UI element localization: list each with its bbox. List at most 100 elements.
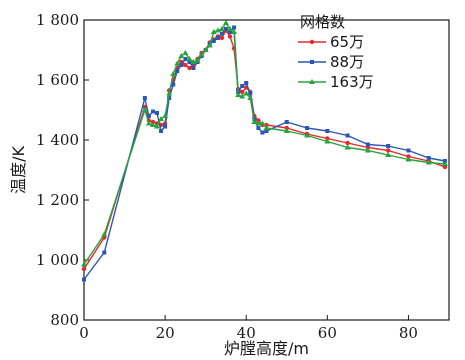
data-point bbox=[171, 82, 176, 87]
y-tick-label: 1 200 bbox=[36, 191, 79, 209]
data-point bbox=[425, 159, 432, 165]
data-point bbox=[166, 90, 173, 96]
data-point bbox=[149, 122, 156, 127]
data-point bbox=[324, 138, 331, 144]
data-point bbox=[162, 113, 169, 118]
data-point bbox=[264, 129, 269, 133]
data-point bbox=[259, 120, 266, 126]
legend-item: 163万 bbox=[298, 73, 374, 91]
y-tick-label: 1 800 bbox=[36, 11, 79, 29]
plot-area bbox=[83, 19, 450, 321]
data-point bbox=[219, 31, 224, 36]
data-point bbox=[175, 69, 180, 73]
data-point bbox=[187, 60, 192, 64]
data-point bbox=[206, 42, 213, 48]
data-point bbox=[223, 27, 228, 31]
data-point bbox=[283, 128, 290, 133]
data-point bbox=[183, 62, 188, 68]
data-point bbox=[101, 231, 108, 237]
data-point bbox=[232, 25, 237, 30]
data-point bbox=[150, 109, 155, 114]
data-point bbox=[186, 56, 193, 61]
data-point bbox=[159, 129, 164, 133]
data-point bbox=[256, 126, 261, 130]
data-point bbox=[263, 125, 270, 130]
data-point bbox=[386, 144, 391, 148]
y-axis-title: 温度/K bbox=[9, 146, 28, 194]
data-point bbox=[385, 152, 392, 157]
legend-title: 网格数 bbox=[300, 13, 345, 31]
data-point bbox=[235, 92, 242, 97]
data-point bbox=[182, 50, 189, 55]
data-point bbox=[222, 20, 229, 25]
data-point bbox=[187, 65, 192, 71]
data-point bbox=[178, 53, 185, 58]
x-tick-label: 60 bbox=[318, 324, 337, 342]
data-point bbox=[183, 57, 188, 61]
data-point bbox=[158, 116, 165, 121]
data-point bbox=[81, 261, 87, 267]
data-point bbox=[304, 132, 311, 138]
data-point bbox=[325, 136, 330, 141]
data-point bbox=[385, 148, 391, 153]
data-point bbox=[365, 142, 370, 147]
data-point bbox=[406, 148, 411, 153]
data-point bbox=[255, 120, 262, 126]
data-point bbox=[179, 63, 184, 67]
data-point bbox=[227, 34, 233, 39]
y-tick-label: 1 400 bbox=[36, 131, 79, 149]
data-point bbox=[210, 29, 217, 34]
legend-item: 88万 bbox=[298, 53, 364, 71]
data-point bbox=[190, 59, 197, 64]
legend: 网格数 65万 88万 163万 bbox=[298, 13, 374, 91]
data-point bbox=[198, 51, 205, 57]
x-tick-label: 40 bbox=[237, 324, 256, 342]
data-point bbox=[309, 79, 315, 84]
data-point bbox=[441, 161, 448, 166]
data-point bbox=[240, 84, 245, 88]
data-point bbox=[142, 96, 147, 100]
data-point bbox=[426, 156, 431, 160]
data-point bbox=[239, 93, 246, 99]
series-163万 bbox=[81, 20, 448, 267]
data-point bbox=[405, 156, 412, 162]
data-point bbox=[256, 118, 261, 123]
data-point bbox=[167, 96, 172, 100]
series-line bbox=[83, 26, 446, 280]
y-tick-label: 800 bbox=[50, 311, 79, 329]
data-point bbox=[174, 60, 181, 66]
data-point bbox=[202, 47, 209, 52]
x-axis-title: 炉膛高度/m bbox=[224, 339, 309, 358]
data-point bbox=[243, 90, 250, 96]
axis-ticks: 0 20 40 60 80 800 1 000 1 200 1 400 1 600 1 800 bbox=[36, 11, 418, 342]
series-layer bbox=[81, 20, 448, 282]
data-point bbox=[325, 129, 330, 133]
data-point bbox=[163, 124, 168, 129]
data-point bbox=[260, 130, 265, 135]
data-point bbox=[345, 140, 350, 146]
y-tick-label: 1 000 bbox=[36, 251, 79, 269]
data-point bbox=[154, 123, 160, 129]
data-point bbox=[141, 107, 148, 112]
legend-label: 88万 bbox=[330, 53, 364, 71]
data-point bbox=[309, 39, 315, 45]
data-point bbox=[345, 133, 350, 138]
legend-item: 65万 bbox=[298, 33, 364, 51]
series-line bbox=[83, 22, 446, 265]
data-point bbox=[284, 120, 289, 124]
data-point bbox=[244, 81, 249, 85]
data-point bbox=[81, 266, 87, 272]
data-point bbox=[82, 277, 86, 282]
x-tick-label: 20 bbox=[156, 324, 175, 342]
data-point bbox=[305, 126, 310, 130]
series-65万 bbox=[81, 28, 448, 272]
data-point bbox=[215, 36, 220, 40]
data-point bbox=[219, 35, 225, 41]
data-point bbox=[102, 250, 107, 255]
data-point bbox=[194, 57, 201, 63]
data-point bbox=[239, 89, 245, 95]
data-point bbox=[227, 26, 233, 31]
data-point bbox=[364, 147, 371, 153]
series-line bbox=[83, 29, 446, 270]
data-point bbox=[228, 30, 232, 34]
